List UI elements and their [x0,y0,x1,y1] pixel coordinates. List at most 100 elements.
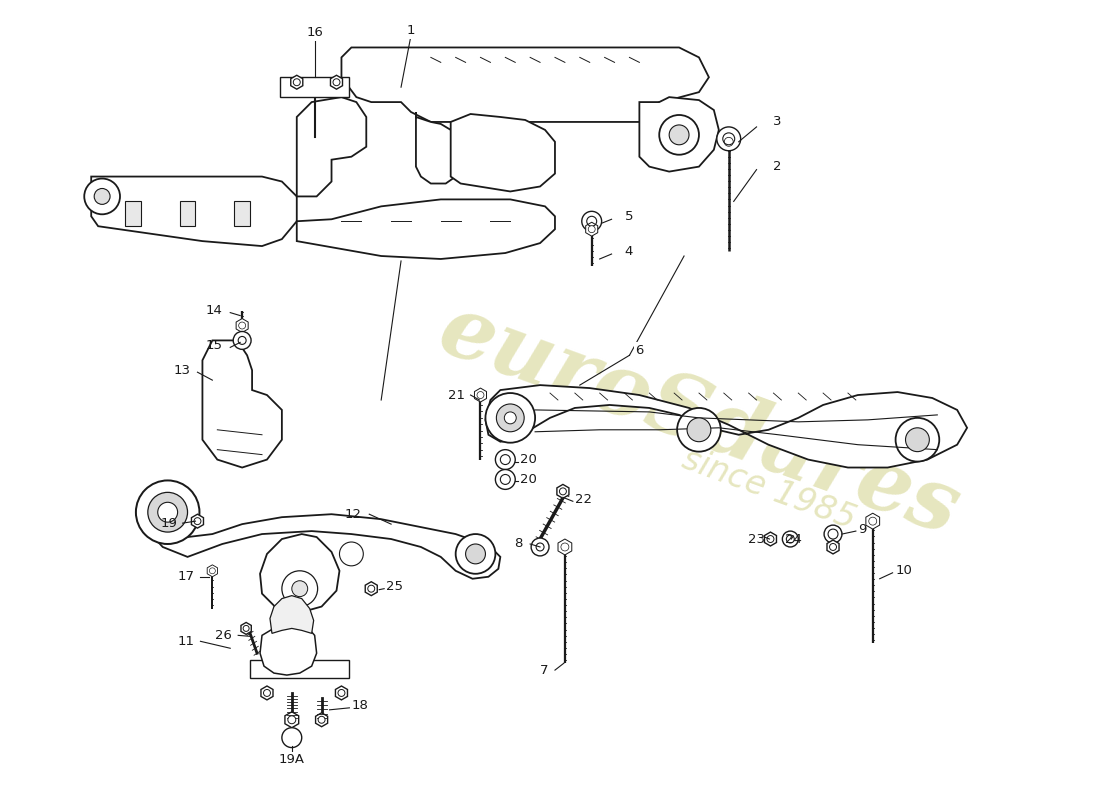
Circle shape [829,543,836,550]
Text: 18: 18 [351,699,369,712]
Circle shape [717,127,740,150]
Circle shape [869,517,877,525]
Circle shape [136,481,199,544]
Polygon shape [474,388,486,402]
Polygon shape [557,485,569,498]
Circle shape [678,408,721,452]
Polygon shape [270,596,314,634]
Circle shape [340,542,363,566]
Circle shape [895,418,939,462]
Bar [279,78,350,97]
Polygon shape [91,177,297,246]
Circle shape [669,125,689,145]
Text: 10: 10 [895,564,913,578]
Circle shape [659,115,698,154]
Text: 4: 4 [625,245,632,258]
Polygon shape [336,686,348,700]
Text: 3: 3 [773,115,782,129]
Polygon shape [297,97,366,197]
Polygon shape [202,341,282,467]
Polygon shape [191,514,204,528]
Circle shape [724,138,734,146]
Polygon shape [416,112,461,183]
Polygon shape [290,75,303,89]
Text: 19A: 19A [278,753,305,766]
Circle shape [455,534,495,574]
Circle shape [294,78,300,86]
Bar [179,202,196,226]
Circle shape [465,544,485,564]
Circle shape [282,571,318,606]
Circle shape [588,226,595,233]
Circle shape [209,568,216,574]
Circle shape [531,538,549,556]
Polygon shape [866,514,880,529]
Polygon shape [316,713,328,726]
Circle shape [824,525,842,543]
Polygon shape [330,75,342,89]
Text: 17: 17 [177,570,195,583]
Circle shape [292,581,308,597]
Text: 6: 6 [635,344,643,357]
Polygon shape [341,47,708,122]
Text: 11: 11 [177,635,195,648]
Bar [125,202,141,226]
Polygon shape [558,539,572,555]
Polygon shape [485,385,967,467]
Circle shape [333,78,340,86]
Text: 23: 23 [748,533,766,546]
Text: 13: 13 [174,364,190,377]
Circle shape [504,412,516,424]
Circle shape [85,178,120,214]
Polygon shape [297,199,556,259]
Circle shape [496,404,525,432]
Text: 25: 25 [386,580,403,593]
Text: 12: 12 [344,508,361,521]
Polygon shape [151,490,500,578]
Text: 9: 9 [858,522,866,535]
Text: 5: 5 [625,210,632,222]
Polygon shape [207,565,218,577]
Text: 22: 22 [575,493,592,506]
Circle shape [485,393,535,442]
Bar [234,202,250,226]
Polygon shape [260,623,317,675]
Polygon shape [720,133,737,150]
Text: 20: 20 [520,453,537,466]
Circle shape [318,716,326,723]
Circle shape [367,586,375,592]
Circle shape [688,418,711,442]
Polygon shape [365,582,377,596]
Polygon shape [585,222,597,236]
Circle shape [477,391,484,398]
Text: euroSdares: euroSdares [428,287,970,553]
Text: 20: 20 [520,473,537,486]
Text: 7: 7 [539,664,548,677]
Text: 14: 14 [206,304,222,317]
Text: since 1985: since 1985 [678,442,860,536]
Circle shape [495,450,515,470]
Polygon shape [827,540,839,554]
Circle shape [157,502,177,522]
Polygon shape [451,114,556,191]
Polygon shape [285,712,299,728]
Polygon shape [261,686,273,700]
Circle shape [95,189,110,204]
Text: 19: 19 [161,517,177,530]
Polygon shape [236,318,249,333]
Polygon shape [639,97,718,171]
Text: 15: 15 [206,339,222,352]
Text: 26: 26 [216,629,232,642]
Circle shape [338,690,345,697]
Circle shape [282,728,301,747]
Text: 16: 16 [306,26,323,39]
Circle shape [582,211,602,231]
Circle shape [243,626,249,631]
Circle shape [905,428,930,452]
Polygon shape [241,622,251,634]
Polygon shape [260,534,340,614]
Circle shape [239,322,245,329]
Circle shape [233,331,251,350]
Text: 2: 2 [773,160,782,173]
Polygon shape [764,532,777,546]
